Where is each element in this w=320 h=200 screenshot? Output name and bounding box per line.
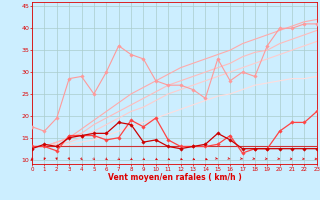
X-axis label: Vent moyen/en rafales ( km/h ): Vent moyen/en rafales ( km/h ) [108, 173, 241, 182]
